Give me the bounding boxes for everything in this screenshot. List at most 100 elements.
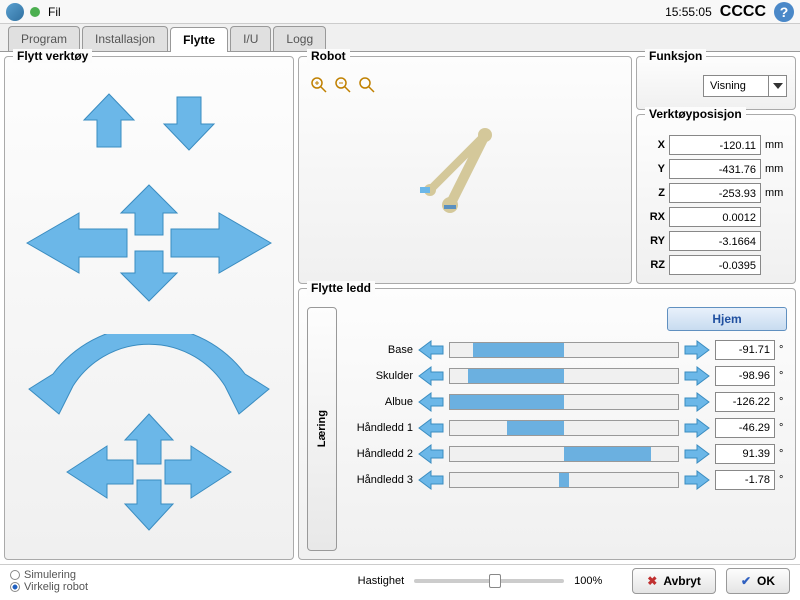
pos-value[interactable]: -253.93	[669, 183, 761, 203]
joint-value[interactable]: -91.71	[715, 340, 775, 360]
sim-label: Simulering	[24, 569, 76, 581]
joint-minus-icon[interactable]	[417, 339, 445, 361]
joint-row: Håndledd 3-1.78°	[343, 467, 787, 493]
joint-value[interactable]: 91.39	[715, 444, 775, 464]
home-button[interactable]: Hjem	[667, 307, 787, 331]
pos-value[interactable]: -431.76	[669, 159, 761, 179]
joint-row: Base -91.71 °	[343, 337, 787, 363]
pos-unit: mm	[765, 139, 789, 151]
pos-value[interactable]: -0.0395	[669, 255, 761, 275]
tab-installasjon[interactable]: Installasjon	[82, 26, 168, 51]
robot-3d-view[interactable]	[307, 95, 623, 265]
speed-slider[interactable]	[414, 579, 564, 583]
rot-arrow-down-icon[interactable]	[125, 480, 173, 530]
joint-minus-icon[interactable]	[417, 365, 445, 387]
rotate-cross	[19, 334, 279, 534]
arrow-down-icon[interactable]	[121, 251, 177, 301]
speed-percent: 100%	[574, 575, 602, 587]
pos-unit: mm	[765, 163, 789, 175]
tool-position-title: Verktøyposisjon	[645, 107, 746, 121]
sim-radio[interactable]: Simulering	[10, 569, 88, 581]
move-tool-title: Flytt verktøy	[13, 49, 92, 63]
x-icon: ✖	[647, 574, 657, 588]
joint-minus-icon[interactable]	[417, 391, 445, 413]
tab-i/u[interactable]: I/U	[230, 26, 271, 51]
joint-value[interactable]: -98.96	[715, 366, 775, 386]
joint-plus-icon[interactable]	[683, 339, 711, 361]
joint-unit: °	[779, 422, 787, 434]
joint-value[interactable]: -1.78	[715, 470, 775, 490]
tab-program[interactable]: Program	[8, 26, 80, 51]
pos-label: Y	[643, 163, 665, 175]
joint-row: Håndledd 291.39°	[343, 441, 787, 467]
rot-arrow-left-icon[interactable]	[67, 446, 133, 498]
footer-bar: Simulering Virkelig robot Hastighet 100%…	[0, 564, 800, 596]
arrow-left-icon[interactable]	[27, 213, 127, 273]
real-radio[interactable]: Virkelig robot	[10, 581, 88, 593]
joint-plus-icon[interactable]	[683, 391, 711, 413]
translate-cross	[19, 183, 279, 303]
rot-arrow-right-icon[interactable]	[165, 446, 231, 498]
robot-panel: Robot	[298, 56, 632, 284]
rotate-ccw-icon[interactable]	[29, 334, 269, 414]
move-joints-title: Flytte ledd	[307, 281, 375, 295]
function-select[interactable]: Visning	[703, 75, 787, 97]
joint-plus-icon[interactable]	[683, 469, 711, 491]
joint-minus-icon[interactable]	[417, 469, 445, 491]
joint-bar	[449, 394, 679, 410]
pos-value[interactable]: -3.1664	[669, 231, 761, 251]
arrow-up-icon[interactable]	[121, 185, 177, 235]
cancel-button[interactable]: ✖Avbryt	[632, 568, 716, 594]
joint-unit: °	[779, 396, 787, 408]
pos-label: X	[643, 139, 665, 151]
file-menu[interactable]: Fil	[48, 5, 61, 19]
joint-unit: °	[779, 474, 787, 486]
status-dot-icon	[30, 7, 40, 17]
pos-label: RZ	[643, 259, 665, 271]
tab-flytte[interactable]: Flytte	[170, 27, 228, 52]
pos-label: RY	[643, 235, 665, 247]
top-bar: Fil 15:55:05 CCCC ?	[0, 0, 800, 24]
function-select-value: Visning	[704, 80, 768, 92]
ok-button[interactable]: ✔OK	[726, 568, 790, 594]
pos-label: Z	[643, 187, 665, 199]
freedrive-label: Læring	[316, 410, 328, 447]
joint-minus-icon[interactable]	[417, 443, 445, 465]
arrow-z-down-icon[interactable]	[159, 92, 219, 152]
joint-value[interactable]: -126.22	[715, 392, 775, 412]
joint-plus-icon[interactable]	[683, 365, 711, 387]
joint-bar	[449, 368, 679, 384]
joint-label: Albue	[343, 396, 413, 408]
arrow-right-icon[interactable]	[171, 213, 271, 273]
zoom-in-icon[interactable]	[311, 77, 327, 93]
real-label: Virkelig robot	[24, 581, 88, 593]
zoom-reset-icon[interactable]	[359, 77, 375, 93]
speed-slider-thumb[interactable]	[489, 574, 501, 588]
clock: 15:55:05	[665, 5, 712, 19]
brand-label: CCCC	[720, 3, 766, 21]
tab-logg[interactable]: Logg	[273, 26, 326, 51]
joint-unit: °	[779, 370, 787, 382]
rot-arrow-up-icon[interactable]	[125, 414, 173, 464]
joint-value[interactable]: -46.29	[715, 418, 775, 438]
move-joints-panel: Flytte ledd Læring Hjem Base-91.71°Skuld…	[298, 288, 796, 560]
pos-value[interactable]: 0.0012	[669, 207, 761, 227]
speed-label: Hastighet	[358, 575, 404, 587]
move-tool-panel: Flytt verktøy	[4, 56, 294, 560]
pos-row-z: Z -253.93 mm	[643, 181, 789, 205]
pos-value[interactable]: -120.11	[669, 135, 761, 155]
freedrive-button[interactable]: Læring	[307, 307, 337, 551]
help-icon[interactable]: ?	[774, 2, 794, 22]
joint-plus-icon[interactable]	[683, 417, 711, 439]
tool-position-panel: Verktøyposisjon X-120.11mmY-431.76mmZ-25…	[636, 114, 796, 284]
joint-bar	[449, 472, 679, 488]
joint-bar	[449, 446, 679, 462]
function-panel: Funksjon Visning	[636, 56, 796, 110]
joint-minus-icon[interactable]	[417, 417, 445, 439]
joint-label: Base	[343, 344, 413, 356]
joint-plus-icon[interactable]	[683, 443, 711, 465]
pos-unit: mm	[765, 187, 789, 199]
zoom-out-icon[interactable]	[335, 77, 351, 93]
joint-unit: °	[779, 344, 787, 356]
arrow-z-up-icon[interactable]	[79, 92, 139, 152]
